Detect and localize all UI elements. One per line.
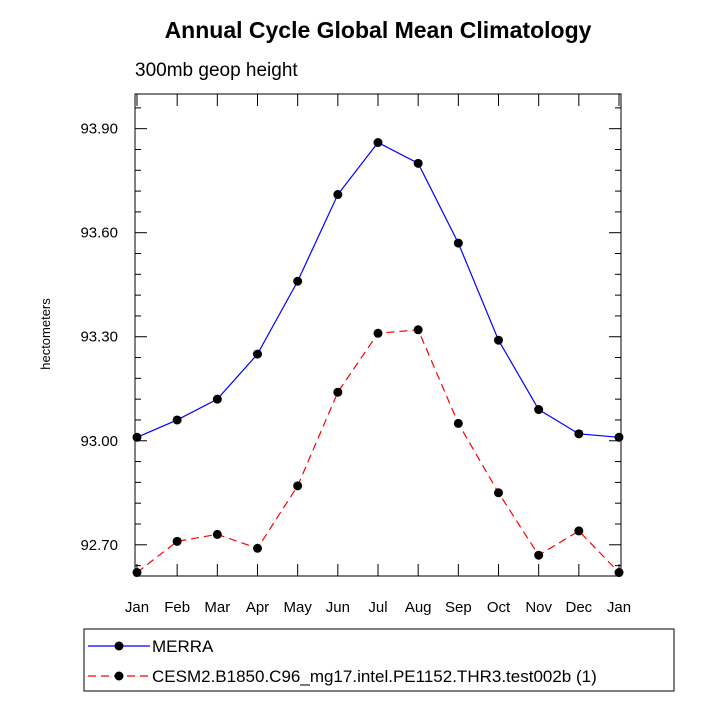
series-layer bbox=[132, 138, 624, 578]
series-1-point bbox=[574, 526, 584, 536]
legend-box bbox=[83, 628, 675, 692]
minor-ticks bbox=[135, 107, 621, 567]
series-0-point bbox=[614, 432, 624, 442]
series-1-point bbox=[253, 543, 262, 553]
series-1-point bbox=[413, 325, 423, 335]
series-0-point bbox=[373, 138, 383, 148]
series-0-point bbox=[413, 158, 423, 168]
y-ticks: 92.70 93.00 93.30 93.60 93.90 bbox=[80, 121, 621, 554]
series-0-point bbox=[534, 405, 544, 415]
series-0-point bbox=[293, 276, 303, 286]
series-1-point bbox=[453, 418, 463, 428]
chart-title: Annual Cycle Global Mean Climatology bbox=[165, 17, 592, 43]
series-0-point bbox=[253, 349, 262, 359]
x-tick-label: Jan bbox=[607, 599, 631, 616]
y-axis-label: hectometers bbox=[38, 298, 53, 370]
series-0-point bbox=[453, 238, 463, 248]
series-1-point bbox=[212, 529, 222, 539]
y-tick-label: 93.60 bbox=[80, 225, 118, 242]
series-0-point bbox=[574, 429, 584, 439]
x-tick-label: Oct bbox=[487, 599, 511, 616]
series-1-point bbox=[494, 488, 503, 498]
x-tick-label: Jun bbox=[326, 599, 350, 616]
legend-marker-cesm2 bbox=[114, 671, 124, 681]
x-tick-label: Sep bbox=[445, 599, 472, 616]
series-1-point bbox=[293, 481, 303, 491]
chart-subtitle: 300mb geop height bbox=[135, 60, 298, 81]
series-1-point bbox=[373, 328, 383, 338]
series-1-point bbox=[333, 387, 343, 397]
legend-marker-merra bbox=[114, 641, 124, 651]
legend: MERRA CESM2.B1850.C96_mg17.intel.PE1152.… bbox=[83, 628, 675, 692]
series-0-point bbox=[212, 394, 222, 404]
x-tick-label: Jul bbox=[368, 599, 387, 616]
series-0-point bbox=[494, 335, 503, 345]
y-tick-label: 93.30 bbox=[80, 329, 118, 346]
series-0-point bbox=[333, 190, 343, 200]
series-line-1 bbox=[136, 329, 620, 574]
y-tick-label: 92.70 bbox=[80, 537, 118, 554]
series-1-point bbox=[172, 536, 182, 546]
x-ticks: Jan Feb Mar Apr May Jun Jul Aug Sep Oct Nov Dec Jan bbox=[125, 94, 631, 616]
series-0-point bbox=[132, 432, 142, 442]
x-tick-label: Aug bbox=[405, 599, 432, 616]
x-tick-label: Jan bbox=[125, 599, 149, 616]
x-tick-label: Nov bbox=[525, 599, 552, 616]
series-1-point bbox=[614, 568, 624, 578]
legend-label-cesm2: CESM2.B1850.C96_mg17.intel.PE1152.THR3.t… bbox=[152, 667, 597, 686]
x-tick-label: Feb bbox=[164, 599, 190, 616]
y-tick-label: 93.90 bbox=[80, 121, 118, 138]
series-1-point bbox=[132, 568, 142, 578]
x-tick-label: May bbox=[283, 599, 312, 616]
x-tick-label: Mar bbox=[204, 599, 230, 616]
series-0-point bbox=[172, 415, 182, 425]
legend-label-merra: MERRA bbox=[152, 637, 214, 656]
series-1-point bbox=[534, 550, 544, 560]
x-tick-label: Dec bbox=[565, 599, 592, 616]
series-line-0 bbox=[136, 141, 620, 438]
x-tick-label: Apr bbox=[246, 599, 269, 616]
y-tick-label: 93.00 bbox=[80, 433, 118, 450]
